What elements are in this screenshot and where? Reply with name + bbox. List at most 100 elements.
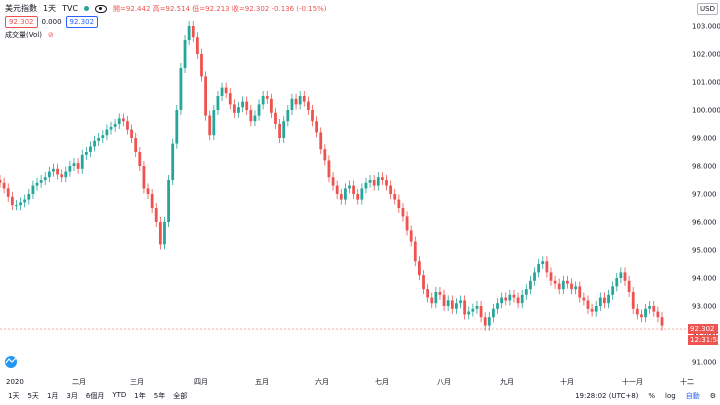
candle-body xyxy=(84,152,88,155)
timeframe-1[interactable]: 5天 xyxy=(27,392,39,400)
candle-body xyxy=(426,289,430,298)
candle-body xyxy=(187,26,191,40)
candle-body xyxy=(261,96,265,105)
candle-body xyxy=(459,300,462,304)
candle-body xyxy=(455,303,458,309)
percent-toggle[interactable]: % xyxy=(648,392,656,400)
timeframe-2[interactable]: 1月 xyxy=(46,392,59,400)
price-tick-label: 95.000 xyxy=(692,247,717,255)
candle-body xyxy=(204,76,207,116)
log-toggle[interactable]: log xyxy=(665,392,676,400)
candle-body xyxy=(372,180,376,186)
open-value: 92.442 xyxy=(125,4,151,13)
bottom-toolbar: 1天 5天 1月 3月 6個月 YTD 1年 5年 全部 19:28:02 (UTC+8) % … xyxy=(0,387,720,405)
candle-body xyxy=(438,292,442,295)
candle-body xyxy=(35,182,39,186)
candle-body xyxy=(533,272,536,281)
candle-body xyxy=(512,294,516,298)
high-value: 92.514 xyxy=(165,4,191,13)
candle-body xyxy=(19,202,22,206)
candle-body xyxy=(578,286,582,298)
auto-scale-toggle[interactable]: 自動 xyxy=(685,392,700,400)
candle-body xyxy=(97,138,101,141)
candle-body xyxy=(257,104,261,116)
candle-body xyxy=(644,308,647,318)
timeframe-4[interactable]: 6個月 xyxy=(85,392,105,400)
candle-body xyxy=(594,306,598,312)
time-tick-label: 六月 xyxy=(315,377,329,386)
timeframe-0[interactable]: 1天 xyxy=(8,392,20,400)
candle-body xyxy=(68,166,72,172)
candle-body xyxy=(607,294,610,304)
volume-label[interactable]: 成交量(Vol) xyxy=(5,31,42,39)
time-tick-label: 五月 xyxy=(255,378,269,386)
candle-body xyxy=(237,107,240,113)
timeframe-3[interactable]: 3月 xyxy=(66,392,78,400)
change-value: -0.136 (-0.15%) xyxy=(271,4,327,13)
settings-gear-icon[interactable]: ⚙ xyxy=(709,392,716,400)
candle-body xyxy=(409,230,413,242)
candle-body xyxy=(134,138,138,152)
candle-body xyxy=(640,314,643,318)
price-tick-label: 98.000 xyxy=(692,163,717,171)
candle-body xyxy=(541,261,545,264)
candle-body xyxy=(635,308,639,315)
price-tick-label: 92.000 xyxy=(692,331,717,339)
price-tick-label: 99.000 xyxy=(692,135,717,143)
high-label: 高 xyxy=(152,4,160,13)
visibility-eye-icon[interactable] xyxy=(95,4,108,13)
candle-body xyxy=(590,308,594,312)
market-status-icon xyxy=(84,6,90,11)
candle-body xyxy=(31,185,35,194)
ohlc-values: 開=92.442 高=92.514 低=92.213 收=92.302 -0.1… xyxy=(113,4,327,13)
candle-body xyxy=(331,177,335,186)
candle-body xyxy=(615,278,619,287)
candle-body xyxy=(154,208,158,222)
candle-body xyxy=(216,96,220,110)
candle-body xyxy=(64,171,68,178)
candle-body xyxy=(343,188,347,200)
candle-body xyxy=(380,177,384,180)
candle-body xyxy=(566,280,569,284)
timeframe-8[interactable]: 全部 xyxy=(173,392,188,400)
candle-body xyxy=(195,37,199,54)
candle-body xyxy=(582,297,586,301)
interval-label[interactable]: 1天 xyxy=(43,4,57,13)
price-tick-label: 102.000 xyxy=(692,51,720,59)
candle-body xyxy=(126,121,129,130)
candle-body xyxy=(496,303,499,309)
candle-body xyxy=(520,294,524,304)
candle-body xyxy=(529,280,532,290)
candle-body xyxy=(228,93,232,105)
timeframe-7[interactable]: 5年 xyxy=(153,392,166,400)
candle-body xyxy=(368,180,372,183)
candles-group xyxy=(0,20,664,331)
candle-body xyxy=(93,140,96,147)
candle-body xyxy=(146,188,150,194)
candle-body xyxy=(434,292,438,304)
candle-body xyxy=(603,297,606,304)
bottom-right-controls: 19:28:02 (UTC+8) % log 自動 ⚙ xyxy=(575,391,716,401)
timeframe-5[interactable]: YTD xyxy=(112,391,127,399)
candle-body xyxy=(306,101,310,110)
time-tick-label: 四月 xyxy=(194,378,208,386)
candle-body xyxy=(376,177,380,186)
price-axis: 103.000 102.000 101.000 100.000 99.000 98.000… xyxy=(692,23,720,367)
time-tick-label: 十二 xyxy=(680,377,694,386)
volume-settings-icon[interactable]: ⊘ xyxy=(47,31,54,39)
candle-body xyxy=(10,196,14,206)
time-axis: 2020 二月 三月 四月 五月 六月 七月 八月 九月 十月 十一月 十二 xyxy=(6,377,694,386)
price-boxes: 92.302 0.000 92.302 xyxy=(5,16,99,28)
tradingview-logo-icon[interactable] xyxy=(5,356,17,368)
clock-time[interactable]: 19:28:02 (UTC+8) xyxy=(575,392,639,400)
timeframe-6[interactable]: 1年 xyxy=(134,392,146,400)
candle-body xyxy=(163,222,166,245)
symbol-name[interactable]: 美元指數 xyxy=(5,4,37,13)
price-tick-label: 93.000 xyxy=(692,303,717,311)
time-tick-label: 十一月 xyxy=(622,377,643,386)
candle-body xyxy=(504,297,508,301)
candle-body xyxy=(389,185,393,194)
currency-label[interactable]: USD xyxy=(697,3,718,15)
candle-body xyxy=(471,308,475,312)
